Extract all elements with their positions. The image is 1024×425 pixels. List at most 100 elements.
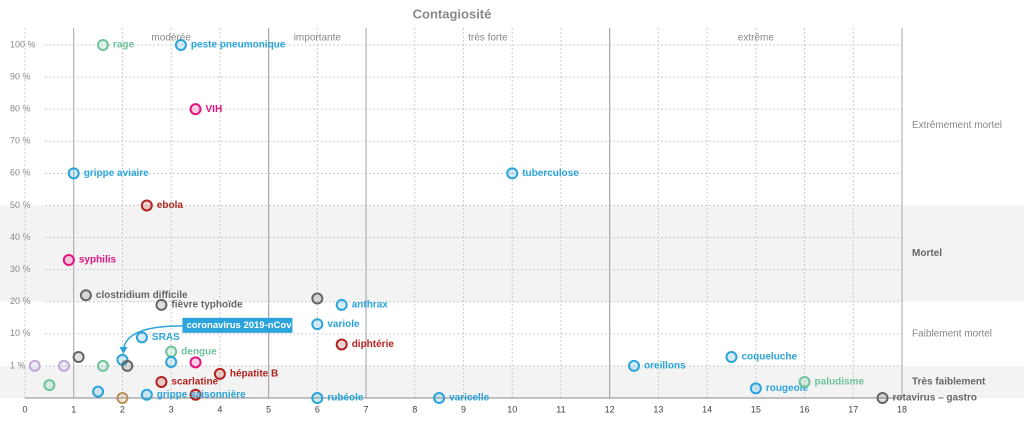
point <box>43 379 56 392</box>
point-label: rubéole <box>327 393 364 404</box>
point-label: dengue <box>181 346 217 357</box>
callout-label: coronavirus 2019-nCov <box>186 320 292 331</box>
point <box>335 338 348 351</box>
zone-label: importante <box>294 33 342 44</box>
point-label: grippe saisonnière <box>157 389 246 400</box>
point <box>311 292 324 305</box>
point <box>628 359 641 372</box>
callout-arrowhead <box>119 346 128 354</box>
y-tick-label: 40 % <box>10 232 31 242</box>
point-label: rougeole <box>766 383 809 394</box>
point-label: tuberculose <box>522 168 579 179</box>
y-tick-label: 50 % <box>10 200 31 210</box>
point-label: varicelle <box>449 393 489 404</box>
point-label: scarlatine <box>171 377 218 388</box>
point <box>174 39 187 51</box>
point <box>140 199 153 212</box>
point <box>140 388 153 401</box>
point <box>155 375 168 388</box>
point <box>213 367 226 380</box>
point-label: clostridium difficile <box>96 290 188 301</box>
point-label: diphtérie <box>352 339 395 350</box>
point <box>311 318 324 331</box>
zone-label: extrême <box>738 33 775 44</box>
callout-box <box>182 317 293 333</box>
y-tick-label: 70 % <box>10 136 31 146</box>
point <box>506 167 519 180</box>
point <box>189 103 202 116</box>
x-tick-label: 0 <box>22 404 27 414</box>
point <box>433 392 446 404</box>
point <box>165 345 178 358</box>
point <box>189 388 202 401</box>
point-label: hépatite B <box>230 369 278 380</box>
x-tick-label: 11 <box>556 404 565 414</box>
point-label: fièvre typhoïde <box>171 300 243 311</box>
x-tick-label: 6 <box>315 404 320 414</box>
x-tick-label: 9 <box>461 404 466 414</box>
point-label: anthrax <box>352 300 389 311</box>
zone-label: Extrêmement mortel <box>912 120 1002 131</box>
chart-title: Contagiosité <box>413 6 492 21</box>
x-tick-label: 7 <box>364 404 369 414</box>
point <box>62 254 75 267</box>
point <box>92 385 105 398</box>
point <box>798 375 811 388</box>
point <box>96 359 109 372</box>
x-tick-label: 13 <box>653 404 663 414</box>
point-label: SRAS <box>152 332 180 343</box>
y-tick-label: 60 % <box>10 168 31 178</box>
x-tick-label: 3 <box>169 404 174 414</box>
point-label: syphilis <box>79 255 117 266</box>
x-tick-label: 16 <box>800 404 810 414</box>
point-label: variole <box>327 319 360 330</box>
point <box>165 355 178 368</box>
zone-label: Faiblement mortel <box>912 328 992 339</box>
y-tick-label: 90 % <box>10 71 31 81</box>
zone-label: Très faiblement <box>912 377 986 388</box>
x-tick-label: 12 <box>605 404 615 414</box>
callout-arrow <box>122 325 183 351</box>
y-tick-label: 100 % <box>10 39 36 49</box>
zone-label: Mortel <box>912 248 942 259</box>
y-tick-label: 10 % <box>10 328 31 338</box>
point-label: grippe aviaire <box>84 168 149 179</box>
y-tick-label: 1 % <box>10 360 26 370</box>
point <box>311 392 324 404</box>
point <box>121 359 134 372</box>
zone-label: modérée <box>151 33 191 44</box>
point-label: coqueluche <box>741 352 797 363</box>
point-label: peste pneumonique <box>191 40 286 51</box>
x-tick-label: 1 <box>71 404 76 414</box>
point-label: VIH <box>206 104 223 115</box>
y-tick-label: 30 % <box>10 264 31 274</box>
point <box>135 331 148 344</box>
point <box>876 392 889 404</box>
point-label: ebola <box>157 200 184 211</box>
x-tick-label: 10 <box>507 404 517 414</box>
point <box>116 392 129 404</box>
x-tick-label: 5 <box>266 404 271 414</box>
y-tick-label: 20 % <box>10 296 31 306</box>
point <box>96 39 109 51</box>
x-tick-label: 18 <box>897 404 907 414</box>
x-tick-label: 15 <box>751 404 761 414</box>
y-tick-label: 80 % <box>10 104 31 114</box>
x-tick-label: 17 <box>848 404 858 414</box>
point-label: oreillons <box>644 361 686 372</box>
x-tick-label: 2 <box>120 404 125 414</box>
point <box>749 382 762 395</box>
point <box>28 359 41 372</box>
point <box>335 298 348 311</box>
point <box>67 167 80 180</box>
point-label: rage <box>113 40 135 51</box>
zone-label: très forte <box>468 33 508 44</box>
point <box>72 350 85 363</box>
point <box>79 289 92 302</box>
point <box>57 359 70 372</box>
x-tick-label: 14 <box>702 404 712 414</box>
point <box>725 350 738 363</box>
point-label: rotavirus – gastro <box>893 393 977 404</box>
point <box>155 298 168 311</box>
